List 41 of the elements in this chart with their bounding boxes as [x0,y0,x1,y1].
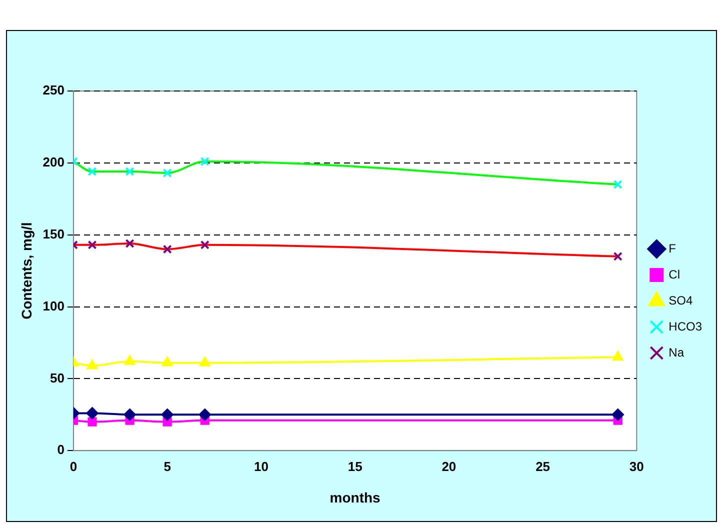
legend-label: Na [668,345,684,360]
x-tick-label: 10 [254,458,268,474]
point [162,244,172,254]
point [161,408,174,421]
y-tick-label: 0 [57,442,64,458]
y-tick-label: 100 [42,298,64,314]
y-tick-label: 150 [42,226,64,242]
point [86,407,98,420]
point [88,240,97,250]
x-axis-title: months [330,489,381,506]
legend-label: Cl [668,267,680,282]
point [162,356,173,366]
point [124,355,136,365]
point [200,156,210,166]
point [612,408,624,421]
point [613,252,622,261]
point [200,240,210,250]
point [125,167,134,176]
x-tick-label: 15 [348,458,362,474]
point [612,351,624,361]
y-tick-label: 50 [50,370,64,386]
point [88,417,97,426]
x-tick-label: 20 [442,458,456,474]
point [162,168,172,178]
y-axis-title: Contents, mg/l [18,222,34,320]
point [613,180,622,190]
y-tick-label: 250 [42,82,64,98]
point [86,360,98,370]
y-tick-label: 200 [42,154,64,170]
point [198,408,211,421]
x-tick-label: 5 [164,458,171,474]
x-tick-label: 30 [629,458,644,474]
legend-label: F [668,241,676,256]
x-tick-label: 0 [70,458,78,474]
x-tick-label: 25 [536,458,550,474]
legend-label: SO4 [668,293,693,308]
point [125,238,134,248]
point [124,408,136,421]
point [200,356,210,366]
legend-label: HCO3 [668,319,702,334]
point [88,167,97,176]
